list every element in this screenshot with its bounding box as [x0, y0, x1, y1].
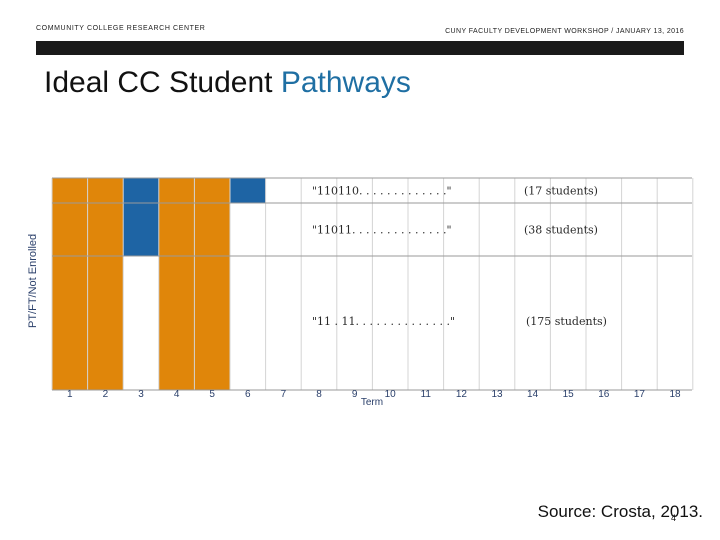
x-tick-label: 14: [527, 389, 539, 400]
cell-r1-term-4: [158, 178, 195, 203]
cell-r2-term-1: [52, 203, 88, 256]
cell-r2-term-2: [87, 203, 124, 256]
x-tick-label: 6: [245, 389, 251, 400]
y-axis-label: PT/FT/Not Enrolled: [27, 234, 39, 328]
slide-title-accent: Pathways: [280, 66, 411, 99]
x-tick-label: 9: [352, 389, 358, 400]
cell-r1-term-3: [123, 178, 159, 203]
x-tick-label: 13: [491, 389, 503, 400]
x-tick-label: 17: [634, 389, 646, 400]
row-pattern-label: "11 . 11. . . . . . . . . . . . . .": [312, 315, 455, 328]
x-tick-label: 7: [281, 389, 287, 400]
x-tick-label: 16: [598, 389, 610, 400]
pathways-chart: "110110. . . . . . . . . . . . ." (17 stu…: [27, 177, 694, 408]
x-tick-label: 2: [103, 389, 109, 400]
cell-r1-term-5: [194, 178, 230, 203]
x-tick-label: 15: [563, 389, 575, 400]
cell-r3-term-1: [52, 256, 88, 390]
x-tick-label: 18: [669, 389, 681, 400]
x-tick-label: 5: [209, 389, 215, 400]
cell-r3-term-2: [87, 256, 124, 390]
x-tick-label: 1: [67, 389, 73, 400]
x-tick-label: 11: [421, 389, 432, 400]
row-count-label: (17 students): [524, 185, 598, 198]
cell-r2-term-4: [158, 203, 195, 256]
x-tick-label: 12: [456, 389, 468, 400]
row-count-label: (38 students): [524, 224, 598, 237]
row-pattern-label: "110110. . . . . . . . . . . . .": [312, 185, 452, 198]
cell-r2-term-3: [123, 203, 159, 256]
header-org-name: COMMUNITY COLLEGE RESEARCH CENTER: [36, 25, 206, 32]
header-divider-bar: [36, 41, 684, 55]
header-event-info: CUNY FACULTY DEVELOPMENT WORKSHOP / JANU…: [445, 28, 684, 35]
x-tick-label: 4: [174, 389, 180, 400]
row-pattern-label: "11011. . . . . . . . . . . . . .": [312, 224, 452, 237]
x-tick-label: 3: [138, 389, 144, 400]
cell-r1-term-6: [230, 178, 266, 203]
cell-r3-term-5: [194, 256, 230, 390]
cell-r3-term-4: [158, 256, 195, 390]
slide-title-plain: Ideal CC Student: [44, 66, 273, 99]
x-tick-label: 8: [316, 389, 322, 400]
cell-r1-term-2: [87, 178, 124, 203]
x-tick-label: 10: [385, 389, 397, 400]
row-count-label: (175 students): [526, 315, 607, 328]
source-citation: Source: Crosta, 2013.: [537, 502, 703, 521]
x-axis-label: Term: [361, 397, 383, 408]
cell-r1-term-1: [52, 178, 88, 203]
cell-r2-term-5: [194, 203, 230, 256]
page-number: 4: [671, 513, 677, 523]
slide-title: Ideal CC Student Pathways: [44, 66, 411, 100]
